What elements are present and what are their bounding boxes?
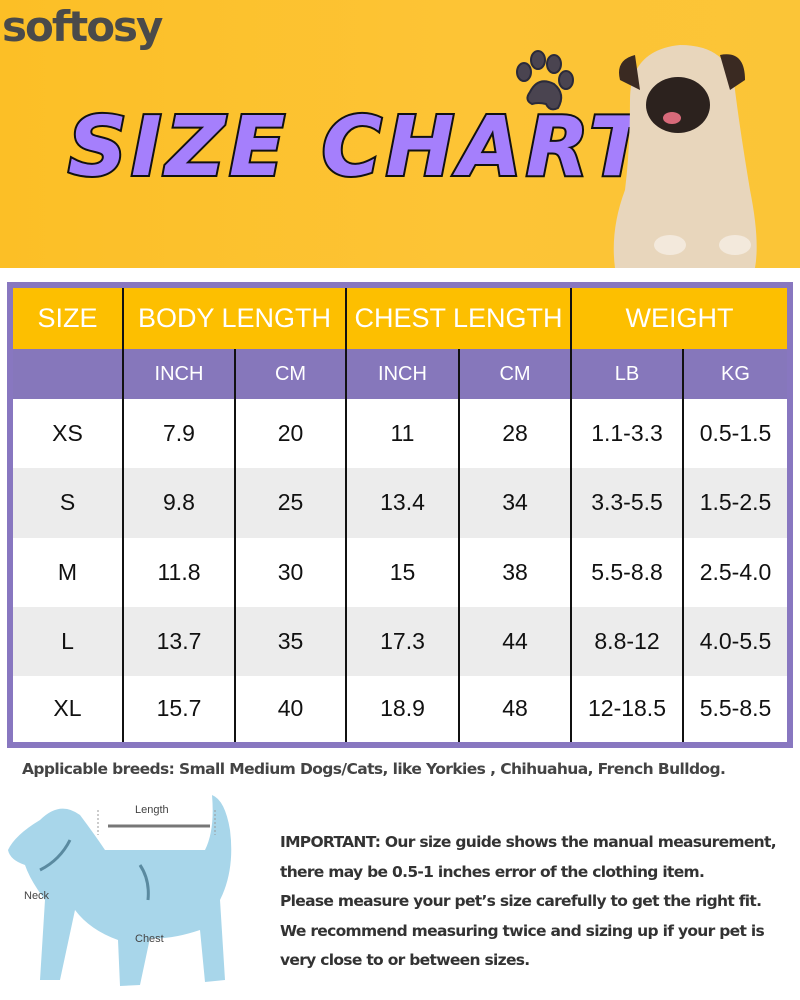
cell: XS [10,399,123,469]
dog-measurement-diagram [8,795,232,986]
unit-cell: CM [458,349,571,400]
length-label: Length [135,804,169,816]
pug-photo [613,45,757,268]
cell: 17.3 [345,606,459,676]
cell: 35 [234,606,346,676]
cell: 28 [458,399,571,469]
cell: 1.1-3.3 [570,399,683,469]
unit-cell: KG [682,349,790,400]
cell: 7.9 [122,399,235,469]
unit-cell: INCH [345,349,459,400]
cell: L [10,606,123,676]
unit-blank [10,349,123,400]
applicable-breeds: Applicable breeds: Small Medium Dogs/Cat… [22,760,726,778]
table-row: S 9.8 25 13.4 34 3.3-5.5 1.5-2.5 [10,468,790,538]
table-row: L 13.7 35 17.3 44 8.8-12 4.0-5.5 [10,606,790,676]
note-line: there may be 0.5-1 inches error of the c… [280,862,705,881]
cell: M [10,537,123,607]
cell: 12-18.5 [570,675,683,745]
cell: 5.5-8.8 [570,537,683,607]
note-line: IMPORTANT: Our size guide shows the manu… [280,833,777,851]
header-weight: WEIGHT [570,285,790,350]
cell: 44 [458,606,571,676]
cell: 9.8 [122,468,235,538]
page-title: SIZE CHART [66,98,650,197]
size-table: SIZE BODY LENGTH CHEST LENGTH WEIGHT INC… [7,282,793,748]
cell: 4.0-5.5 [682,606,790,676]
header-body-length: BODY LENGTH [122,285,346,350]
cell: 8.8-12 [570,606,683,676]
important-note: IMPORTANT: Our size guide shows the manu… [280,828,777,976]
cell: 5.5-8.5 [682,675,790,745]
cell: 11.8 [122,537,235,607]
brand-logo: softosy [2,2,163,51]
unit-cell: LB [570,349,683,400]
banner: softosy SIZE CHART [0,0,800,268]
unit-cell: CM [234,349,346,400]
cell: 13.4 [345,468,459,538]
table-row: XL 15.7 40 18.9 48 12-18.5 5.5-8.5 [10,675,790,745]
cell: 30 [234,537,346,607]
unit-row: INCH CM INCH CM LB KG [10,349,790,400]
cell: 1.5-2.5 [682,468,790,538]
cell: S [10,468,123,538]
cell: 2.5-4.0 [682,537,790,607]
cell: 11 [345,399,459,469]
cell: 13.7 [122,606,235,676]
note-line: Please measure your pet’s size carefully… [280,892,762,910]
cell: 25 [234,468,346,538]
paw-icon [516,50,574,111]
cell: 38 [458,537,571,607]
unit-cell: INCH [122,349,235,400]
header-row: SIZE BODY LENGTH CHEST LENGTH WEIGHT [10,285,790,350]
table-row: XS 7.9 20 11 28 1.1-3.3 0.5-1.5 [10,399,790,469]
cell: 18.9 [345,675,459,745]
neck-label: Neck [24,890,50,902]
note-line: We recommend measuring twice and sizing … [280,921,765,940]
cell: XL [10,675,123,745]
cell: 15 [345,537,459,607]
cell: 3.3-5.5 [570,468,683,538]
cell: 15.7 [122,675,235,745]
header-size: SIZE [10,285,123,350]
cell: 40 [234,675,346,745]
cell: 20 [234,399,346,469]
note-line: very close to or between sizes. [280,951,530,969]
chest-label: Chest [135,933,164,945]
cell: 0.5-1.5 [682,399,790,469]
cell: 34 [458,468,571,538]
table-row: M 11.8 30 15 38 5.5-8.8 2.5-4.0 [10,537,790,607]
header-chest-length: CHEST LENGTH [345,285,571,350]
cell: 48 [458,675,571,745]
